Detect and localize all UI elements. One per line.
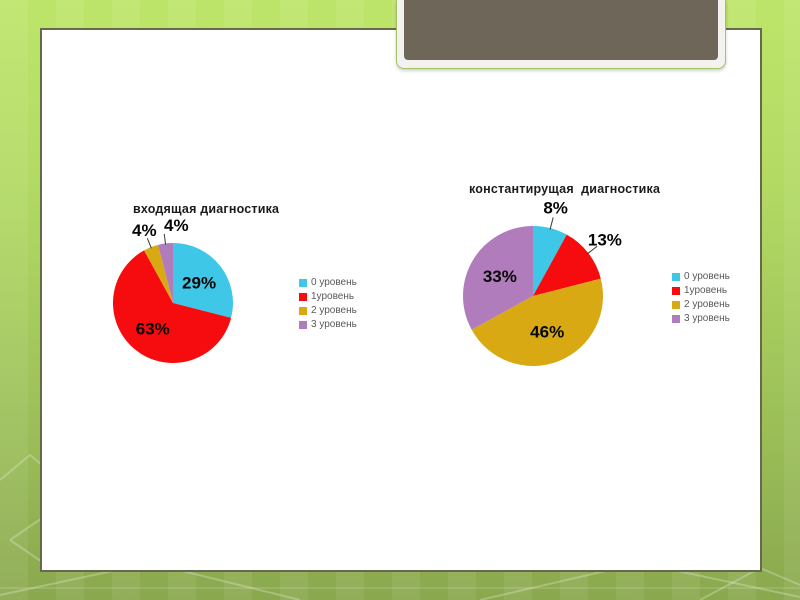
legend-item: 2 уровень [299,304,357,318]
pie-slice-2 [144,244,173,303]
legend-item: 2 уровень [672,298,730,312]
top-banner-fill [404,0,718,60]
pie-slice-0 [173,243,233,318]
legend-item: 1уровень [672,284,730,298]
pie-data-label: 13% [588,231,622,250]
label-leader-line [549,217,554,230]
label-leader-line [586,245,598,255]
label-leader-line [146,238,152,249]
pie-data-label: 4% [132,221,157,240]
legend-swatch [299,279,307,287]
chart-title-final-diagnostics: константирущая диагностика [469,182,661,196]
pie-data-label: 46% [530,322,564,341]
legend-swatch [299,293,307,301]
legend-swatch [299,307,307,315]
legend-label: 2 уровень [684,299,730,310]
legend-entry-diagnostics: 0 уровень 1уровень 2 уровень 3 уровень [299,276,357,332]
legend-label: 0 уровень [684,271,730,282]
legend-item: 1уровень [299,290,357,304]
pie-slice-3 [463,226,533,330]
legend-item: 3 уровень [672,312,730,326]
legend-swatch [672,273,680,281]
label-leader-line [163,233,167,245]
legend-label: 3 уровень [311,319,357,330]
legend-swatch [672,287,680,295]
pie-slice-3 [158,243,173,303]
pie-slice-0 [533,226,567,296]
legend-label: 0 уровень [311,277,357,288]
legend-item: 0 уровень [299,276,357,290]
pie-data-label: 8% [543,198,568,217]
chart-title-entry-diagnostics: входящая диагностика [133,202,280,216]
legend-label: 1уровень [311,291,355,302]
pie-data-label: 4% [164,216,189,235]
pie-slice-1 [533,234,601,296]
pie-data-label: 33% [483,267,517,286]
legend-swatch [672,315,680,323]
pie-slice-1 [113,250,232,363]
legend-swatch [672,301,680,309]
legend-final-diagnostics: 0 уровень 1уровень 2 уровень 3 уровень [672,270,730,326]
pie-chart-entry-diagnostics: 29% 63% 4% 4% [113,216,233,363]
top-banner [396,0,726,69]
pie-chart-final-diagnostics: 46% 33% 8% 13% [463,198,622,367]
legend-label: 2 уровень [311,305,357,316]
pie-slice-2 [471,278,603,367]
pie-data-label: 29% [182,273,216,292]
legend-label: 3 уровень [684,313,730,324]
legend-swatch [299,321,307,329]
pie-data-label: 63% [136,320,170,339]
legend-item: 0 уровень [672,270,730,284]
legend-label: 1уровень [684,285,728,296]
legend-item: 3 уровень [299,318,357,332]
